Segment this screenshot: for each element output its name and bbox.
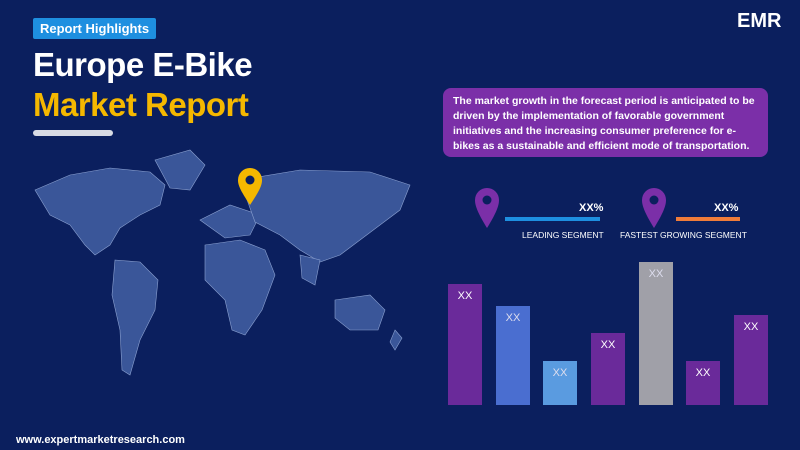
segment-pin: [642, 188, 666, 228]
bar: [639, 262, 673, 405]
bar: [543, 361, 577, 405]
bar-label: XX: [744, 321, 759, 333]
bar-labels: XX XX XX XX XX XX XX: [458, 268, 759, 379]
segment-pin: [475, 188, 499, 228]
bar-label: XX: [601, 339, 616, 351]
bar: [734, 315, 768, 405]
bar-label: XX: [553, 367, 568, 379]
decoration: [33, 130, 113, 136]
segment-label: LEADING SEGMENT: [522, 230, 604, 240]
segment-line: [676, 217, 740, 221]
segment-value: XX%: [579, 202, 604, 214]
title: Europe E-Bike: [33, 46, 253, 83]
segment-value: XX%: [714, 202, 739, 214]
bar: [496, 306, 530, 405]
bar: [591, 333, 625, 405]
bars: [448, 262, 768, 405]
world-map: [34, 149, 411, 376]
title: Market Report: [33, 86, 249, 123]
bar: [686, 361, 720, 405]
badge: Report Highlights: [33, 18, 157, 39]
segment-label: FASTEST GROWING SEGMENT: [620, 230, 747, 240]
bar-label: XX: [458, 290, 473, 302]
bar-label: XX: [696, 367, 711, 379]
logo: EMR: [737, 10, 782, 32]
bar-label: XX: [506, 312, 521, 324]
footer: www.expertmarketresearch.com: [16, 434, 185, 446]
bar-label: XX: [649, 268, 664, 280]
bar: [448, 284, 482, 405]
location-pin: [238, 168, 262, 205]
description: The market growth in the forecast period…: [443, 88, 768, 157]
segment-line: [505, 217, 600, 221]
